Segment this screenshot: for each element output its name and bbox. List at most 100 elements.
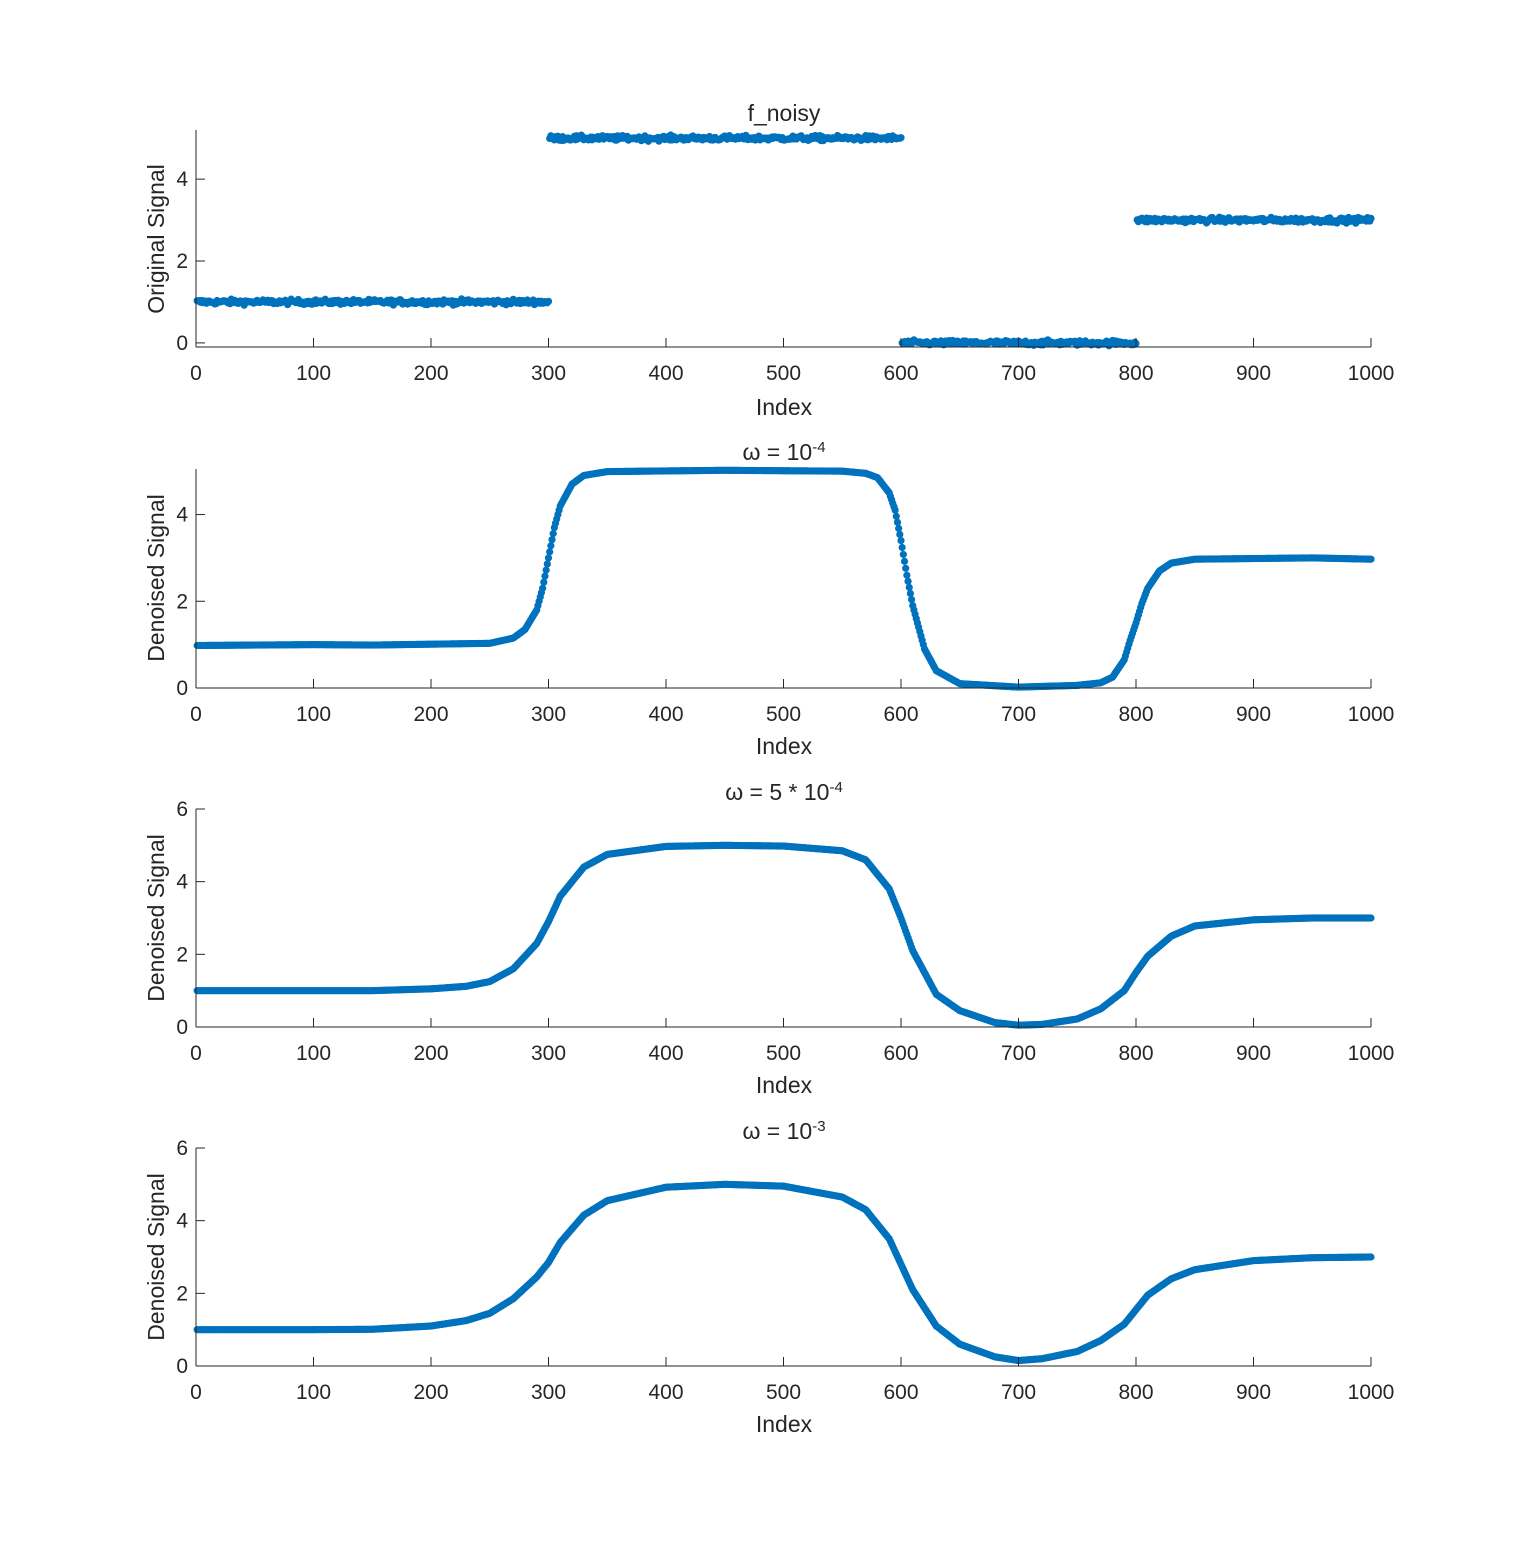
data-point	[907, 595, 916, 604]
y-tick-label: 0	[176, 1355, 188, 1378]
y-tick-label: 0	[176, 677, 188, 700]
x-tick-label: 300	[531, 1381, 566, 1404]
x-tick-label: 800	[1118, 1042, 1153, 1065]
y-axis-label: Original Signal	[143, 164, 169, 314]
data-point	[1367, 914, 1375, 922]
data-point	[548, 536, 556, 544]
y-tick-label: 2	[176, 250, 188, 273]
data-point	[895, 524, 903, 533]
x-tick-label: 100	[296, 703, 331, 726]
x-tick-label: 300	[531, 362, 566, 385]
data-point	[900, 557, 909, 565]
y-tick-label: 2	[176, 1282, 188, 1305]
x-tick-label: 800	[1118, 703, 1153, 726]
x-axis-label: Index	[756, 394, 813, 420]
x-tick-label: 600	[883, 362, 918, 385]
x-tick-label: 1000	[1348, 1381, 1395, 1404]
x-tick-label: 1000	[1348, 703, 1395, 726]
data-point	[1367, 214, 1375, 222]
x-tick-label: 600	[883, 1042, 918, 1065]
data-point	[540, 578, 548, 586]
x-tick-label: 100	[296, 362, 331, 385]
x-tick-label: 500	[766, 1381, 801, 1404]
data-point	[539, 584, 547, 592]
y-tick-labels: 0 2 4 6	[176, 798, 205, 1039]
x-tick-label: 700	[1001, 703, 1036, 726]
data-point	[899, 550, 907, 559]
y-tick-label: 0	[176, 1016, 188, 1039]
x-tick-label: 800	[1118, 1381, 1153, 1404]
x-tick-label: 500	[766, 362, 801, 385]
y-tick-label: 2	[176, 943, 188, 966]
x-tick-label: 600	[883, 1381, 918, 1404]
x-tick-label: 900	[1236, 1381, 1271, 1404]
data-markers	[193, 841, 1375, 1029]
x-tick-labels: 0 100 200 300 400 500 600 700 800 900 1000	[190, 679, 1394, 726]
x-tick-label: 400	[648, 703, 683, 726]
x-tick-label: 200	[413, 703, 448, 726]
x-tick-label: 700	[1001, 1042, 1036, 1065]
x-tick-label: 700	[1001, 1381, 1036, 1404]
subplot-title: f_noisy	[748, 100, 821, 126]
subplot-original-signal: f_noisy 0 100 200 300 400 500 600 700 800 900 1000…	[143, 100, 1394, 420]
y-axis-label: Denoised Signal	[143, 1173, 169, 1341]
data-point	[892, 512, 900, 520]
data-point	[544, 297, 553, 305]
data-markers	[193, 1180, 1375, 1365]
subplot-denoised-omega-5e-4: ω = 5 * 10-4 0 100 200 300 400 500 600 700 800 90…	[143, 779, 1394, 1099]
x-axis-label: Index	[756, 1411, 813, 1437]
data-point	[544, 554, 553, 562]
x-tick-label: 0	[190, 1042, 202, 1065]
title-base: f_noisy	[748, 100, 821, 126]
data-point	[905, 583, 913, 591]
x-tick-label: 400	[648, 362, 683, 385]
data-point	[903, 571, 911, 579]
x-tick-label: 200	[413, 1381, 448, 1404]
y-tick-labels: 0 2 4	[176, 504, 205, 700]
x-tick-label: 200	[413, 362, 448, 385]
x-tick-label: 400	[648, 1042, 683, 1065]
y-tick-label: 4	[176, 504, 188, 527]
data-point	[546, 548, 554, 556]
y-axis-label: Denoised Signal	[143, 834, 169, 1002]
y-tick-label: 4	[176, 1210, 188, 1233]
data-point	[897, 536, 905, 545]
subplot-denoised-omega-1e-4: ω = 10-4 0 100 200 300 400 500 600 700 800 900 100…	[143, 439, 1394, 760]
data-point	[904, 577, 912, 585]
y-tick-label: 4	[176, 168, 188, 191]
data-point	[549, 530, 557, 538]
data-point	[896, 530, 904, 539]
data-point	[893, 518, 902, 526]
title-base: ω = 5 * 10	[725, 779, 829, 805]
title-base: ω = 10	[742, 1118, 812, 1144]
x-tick-label: 300	[531, 703, 566, 726]
y-tick-label: 4	[176, 871, 188, 894]
subplot-title: ω = 10-3	[742, 1118, 825, 1145]
data-point	[1367, 1253, 1375, 1261]
title-exponent: -3	[812, 1118, 825, 1135]
data-point	[897, 134, 905, 142]
title-exponent: -4	[829, 779, 842, 796]
data-point	[543, 560, 551, 568]
x-axis-label: Index	[756, 1072, 813, 1098]
x-tick-label: 800	[1118, 362, 1153, 385]
x-tick-label: 900	[1236, 1042, 1271, 1065]
x-tick-label: 1000	[1348, 362, 1395, 385]
x-axis-label: Index	[756, 733, 813, 759]
x-tick-label: 0	[190, 362, 202, 385]
data-point	[902, 564, 910, 572]
x-tick-label: 900	[1236, 362, 1271, 385]
x-tick-label: 200	[413, 1042, 448, 1065]
data-point	[898, 543, 906, 552]
subplot-denoised-omega-1e-3: ω = 10-3 0 100 200 300 400 500 600 700 800 900 100…	[143, 1118, 1394, 1438]
x-tick-labels: 0 100 200 300 400 500 600 700 800 900 1000	[190, 1018, 1394, 1065]
title-exponent: -4	[812, 439, 825, 456]
x-tick-label: 400	[648, 1381, 683, 1404]
x-tick-labels: 0 100 200 300 400 500 600 700 800 900 1000	[190, 338, 1394, 385]
x-tick-label: 100	[296, 1042, 331, 1065]
data-point	[541, 572, 549, 580]
x-tick-label: 500	[766, 1042, 801, 1065]
data-point	[891, 506, 899, 514]
